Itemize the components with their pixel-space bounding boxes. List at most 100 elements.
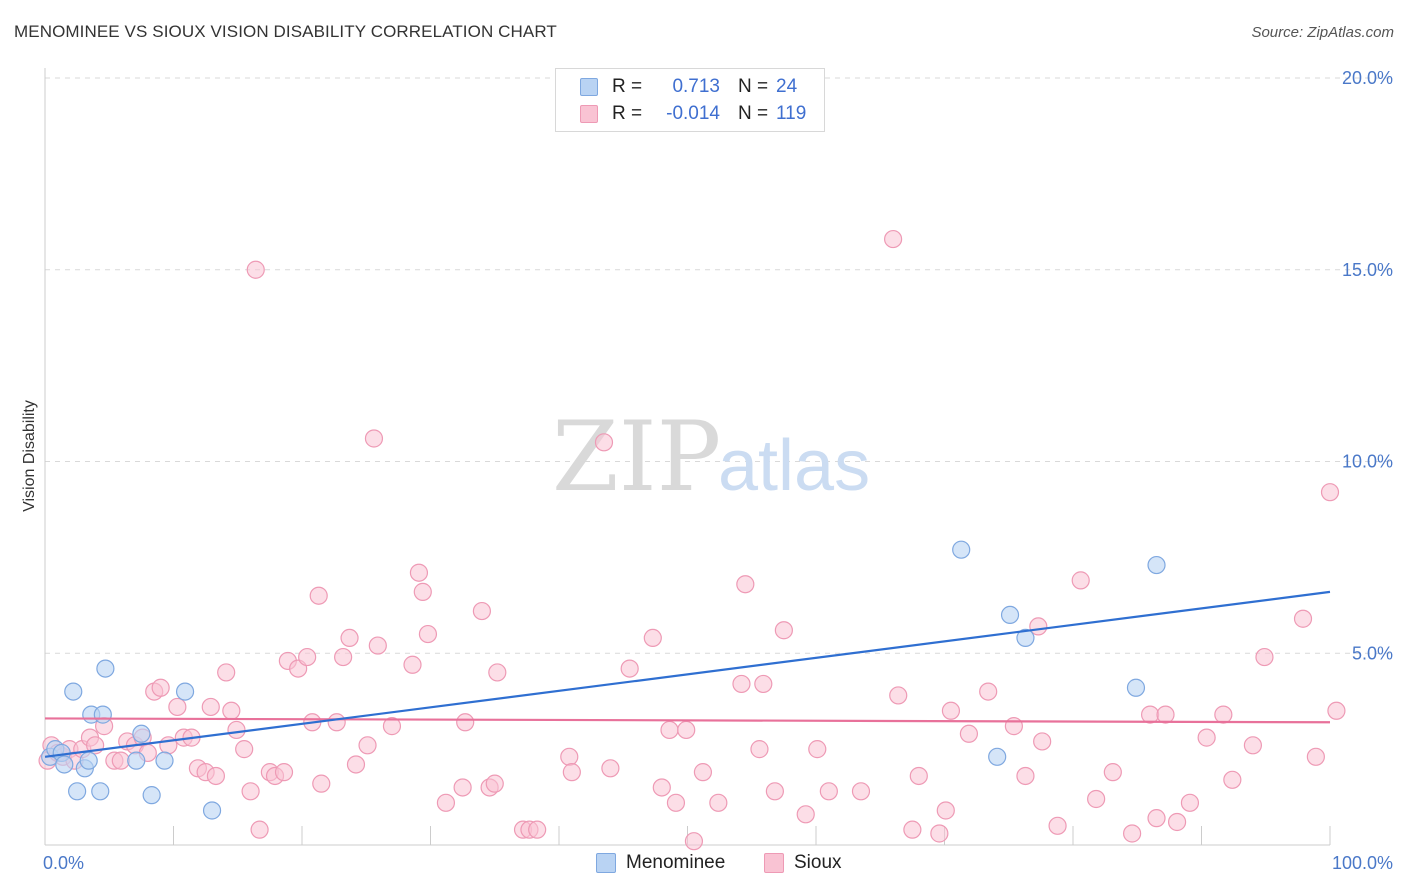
n-value: 24 xyxy=(776,76,798,97)
sioux-point xyxy=(485,774,504,793)
n-label: N = xyxy=(738,76,769,97)
legend-row-sioux: R = -0.014 N = 119 xyxy=(580,101,806,127)
sioux-point xyxy=(472,601,491,621)
sioux-legend-swatch xyxy=(764,853,784,873)
y-tick-label: 5.0% xyxy=(1352,643,1393,663)
sioux-point xyxy=(456,713,475,732)
sioux-point xyxy=(334,647,353,667)
sioux-point xyxy=(684,832,704,851)
sioux-point xyxy=(594,433,614,452)
sioux-point xyxy=(1071,571,1090,590)
sioux-point xyxy=(620,659,639,678)
sioux-legend-label: Sioux xyxy=(794,852,842,873)
sioux-point xyxy=(677,720,696,740)
x-tick-labels: 0.0% 100.0% xyxy=(43,853,1393,873)
sioux-point xyxy=(765,782,784,801)
sioux-point xyxy=(298,647,317,667)
sioux-point xyxy=(368,636,387,655)
menominee-point xyxy=(132,724,151,743)
sioux-point xyxy=(909,766,928,786)
sioux-point xyxy=(652,778,671,797)
sioux-point xyxy=(250,820,269,839)
x-tick-label: 0.0% xyxy=(43,853,84,873)
sioux-point xyxy=(1140,705,1160,724)
menominee-point xyxy=(1126,678,1146,697)
correlation-legend: R = 0.713 N = 24 R = -0.014 N = 119 xyxy=(555,68,825,132)
sioux-point xyxy=(660,720,679,740)
r-label: R = xyxy=(612,103,643,124)
sioux-point xyxy=(327,713,346,732)
menominee-point xyxy=(175,682,195,701)
sioux-point xyxy=(666,793,686,812)
sioux-point xyxy=(201,697,220,717)
sioux-point xyxy=(1223,770,1242,789)
menominee-point xyxy=(93,705,112,724)
sioux-point xyxy=(151,678,170,697)
sioux-point xyxy=(693,763,713,782)
y-tick-label: 20.0% xyxy=(1342,68,1393,88)
legend-row-menominee: R = 0.713 N = 24 xyxy=(580,74,797,100)
menominee-point xyxy=(127,751,146,770)
grid-lines xyxy=(45,77,1393,654)
sioux-point xyxy=(1147,809,1166,828)
sioux-point xyxy=(883,229,903,249)
sioux-point xyxy=(903,820,922,839)
sioux-point xyxy=(403,655,422,674)
sioux-point xyxy=(601,759,620,778)
legend-item-menominee[interactable]: Menominee xyxy=(596,852,725,874)
sioux-point xyxy=(1293,609,1313,628)
sioux-point xyxy=(819,782,838,801)
sioux-point xyxy=(851,782,871,801)
sioux-point xyxy=(382,717,402,736)
sioux-point xyxy=(936,801,955,820)
menominee-point xyxy=(988,747,1007,766)
sioux-point xyxy=(488,663,507,682)
sioux-point xyxy=(930,824,949,843)
sioux-point xyxy=(643,628,662,648)
menominee-point xyxy=(68,782,87,801)
x-tick-label: 100.0% xyxy=(1332,853,1393,873)
sioux-point xyxy=(1197,728,1216,747)
sioux-point xyxy=(418,624,438,644)
sioux-point xyxy=(409,563,429,582)
menominee-point xyxy=(91,782,110,801)
sioux-swatch xyxy=(580,105,598,123)
sioux-point xyxy=(1103,763,1122,782)
menominee-point xyxy=(142,786,161,805)
sioux-point xyxy=(889,686,908,705)
sioux-point xyxy=(941,701,961,720)
sioux-point xyxy=(227,720,246,740)
sioux-point xyxy=(1243,736,1263,755)
series-legend: Menominee Sioux xyxy=(0,852,1406,878)
sioux-point xyxy=(1180,793,1200,812)
sioux-point xyxy=(168,697,187,717)
menominee-trend-line xyxy=(44,590,1331,758)
sioux-point xyxy=(217,663,236,682)
menominee-point xyxy=(952,540,971,559)
chart-title: MENOMINEE VS SIOUX VISION DISABILITY COR… xyxy=(14,22,557,41)
menominee-point xyxy=(96,659,115,678)
legend-item-sioux[interactable]: Sioux xyxy=(764,852,842,874)
y-tick-label: 10.0% xyxy=(1342,452,1393,472)
y-tick-label: 15.0% xyxy=(1342,260,1393,280)
n-value: 119 xyxy=(776,103,807,124)
sioux-point xyxy=(364,429,384,448)
sioux-point xyxy=(358,736,377,755)
sioux-point xyxy=(1214,705,1233,724)
y-axis-label: Vision Disability xyxy=(21,400,38,512)
sioux-point xyxy=(1167,812,1187,832)
sioux-point xyxy=(959,724,979,743)
sioux-point xyxy=(235,740,254,759)
sioux-point xyxy=(241,782,260,801)
sioux-point xyxy=(808,740,827,759)
sioux-point xyxy=(1327,701,1346,720)
sioux-point xyxy=(732,674,751,694)
menominee-point xyxy=(64,682,83,701)
sioux-point xyxy=(750,740,769,759)
menominee-point xyxy=(55,755,74,774)
watermark-atlas: atlas xyxy=(718,426,870,506)
sioux-point xyxy=(1016,766,1035,786)
menominee-point xyxy=(202,801,222,820)
sioux-point xyxy=(754,674,773,694)
